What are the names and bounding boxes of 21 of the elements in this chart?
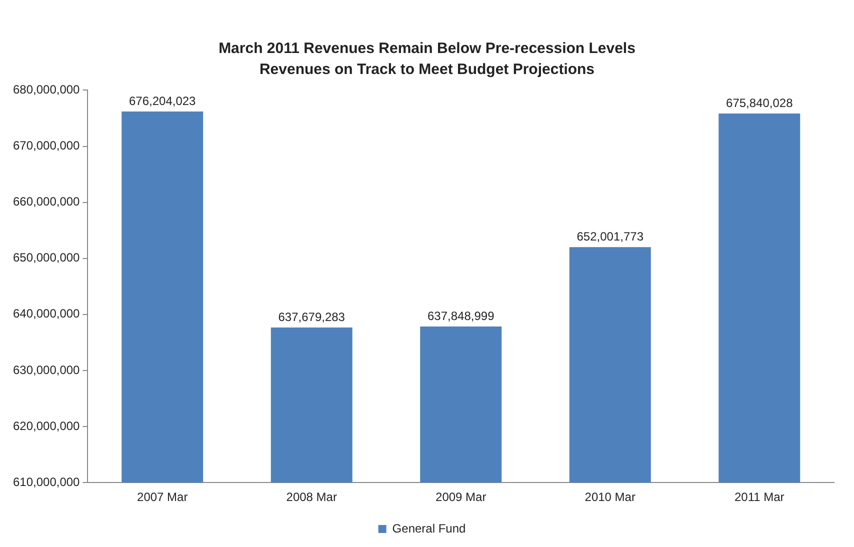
data-label: 637,679,283: [278, 310, 346, 324]
y-tick-label: 650,000,000: [13, 250, 80, 265]
y-tick-label: 680,000,000: [13, 82, 80, 97]
x-tick-label: 2009 Mar: [436, 490, 486, 504]
y-tick-label: 610,000,000: [13, 474, 80, 489]
x-tick-label: 2010 Mar: [584, 490, 636, 504]
data-label: 676,204,023: [128, 94, 196, 108]
y-tick-label: 670,000,000: [13, 138, 80, 153]
chart-title: March 2011 Revenues Remain Below Pre-recession Levels: [218, 39, 636, 59]
x-tick-label: 2008 Mar: [286, 490, 337, 504]
data-label: 652,001,773: [576, 229, 644, 244]
x-tick-label: 2011 Mar: [734, 490, 784, 504]
y-tick-label: 620,000,000: [13, 418, 80, 433]
y-tick-label: 640,000,000: [13, 306, 80, 321]
x-tick-label: 2007 Mar: [137, 490, 188, 504]
y-tick-label: 630,000,000: [13, 362, 80, 377]
chart-subtitle: Revenues on Track to Meet Budget Projections: [258, 60, 596, 80]
y-tick-label: 660,000,000: [13, 194, 80, 209]
legend-label: General Fund: [392, 521, 466, 536]
data-label: 637,848,999: [428, 308, 495, 323]
data-label: 675,840,028: [726, 96, 794, 110]
